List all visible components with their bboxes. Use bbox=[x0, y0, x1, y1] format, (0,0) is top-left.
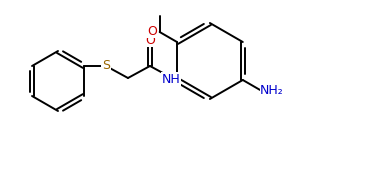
Text: S: S bbox=[102, 59, 110, 71]
Text: NH: NH bbox=[162, 73, 181, 86]
Text: O: O bbox=[145, 33, 155, 46]
Text: NH₂: NH₂ bbox=[260, 84, 284, 97]
Text: O: O bbox=[148, 25, 158, 38]
